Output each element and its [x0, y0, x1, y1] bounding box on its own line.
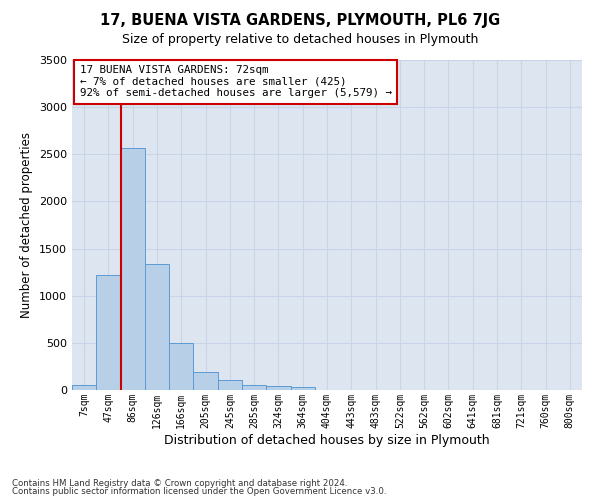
Y-axis label: Number of detached properties: Number of detached properties — [20, 132, 34, 318]
Bar — [96, 275, 121, 390]
Text: 17, BUENA VISTA GARDENS, PLYMOUTH, PL6 7JG: 17, BUENA VISTA GARDENS, PLYMOUTH, PL6 7… — [100, 12, 500, 28]
Bar — [145, 264, 169, 390]
Text: 17 BUENA VISTA GARDENS: 72sqm
← 7% of detached houses are smaller (425)
92% of s: 17 BUENA VISTA GARDENS: 72sqm ← 7% of de… — [80, 65, 392, 98]
Bar — [218, 380, 242, 390]
Bar — [72, 386, 96, 390]
X-axis label: Distribution of detached houses by size in Plymouth: Distribution of detached houses by size … — [164, 434, 490, 446]
Bar — [121, 148, 145, 390]
Text: Contains HM Land Registry data © Crown copyright and database right 2024.: Contains HM Land Registry data © Crown c… — [12, 478, 347, 488]
Text: Contains public sector information licensed under the Open Government Licence v3: Contains public sector information licen… — [12, 487, 386, 496]
Bar — [242, 386, 266, 390]
Bar — [266, 386, 290, 390]
Bar — [290, 387, 315, 390]
Bar — [169, 343, 193, 390]
Text: Size of property relative to detached houses in Plymouth: Size of property relative to detached ho… — [122, 32, 478, 46]
Bar — [193, 372, 218, 390]
